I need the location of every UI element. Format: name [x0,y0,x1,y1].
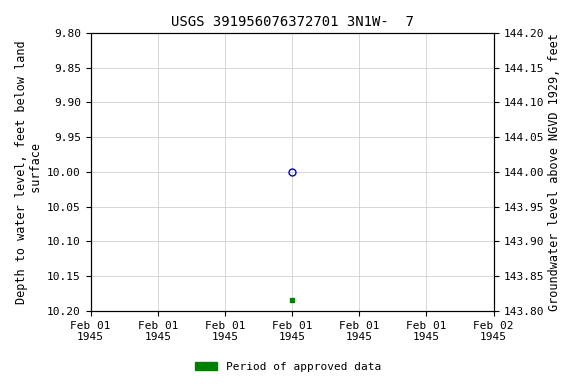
Y-axis label: Groundwater level above NGVD 1929, feet: Groundwater level above NGVD 1929, feet [548,33,561,311]
Y-axis label: Depth to water level, feet below land
 surface: Depth to water level, feet below land su… [15,40,43,304]
Title: USGS 391956076372701 3N1W-  7: USGS 391956076372701 3N1W- 7 [170,15,414,29]
Legend: Period of approved data: Period of approved data [191,358,385,377]
